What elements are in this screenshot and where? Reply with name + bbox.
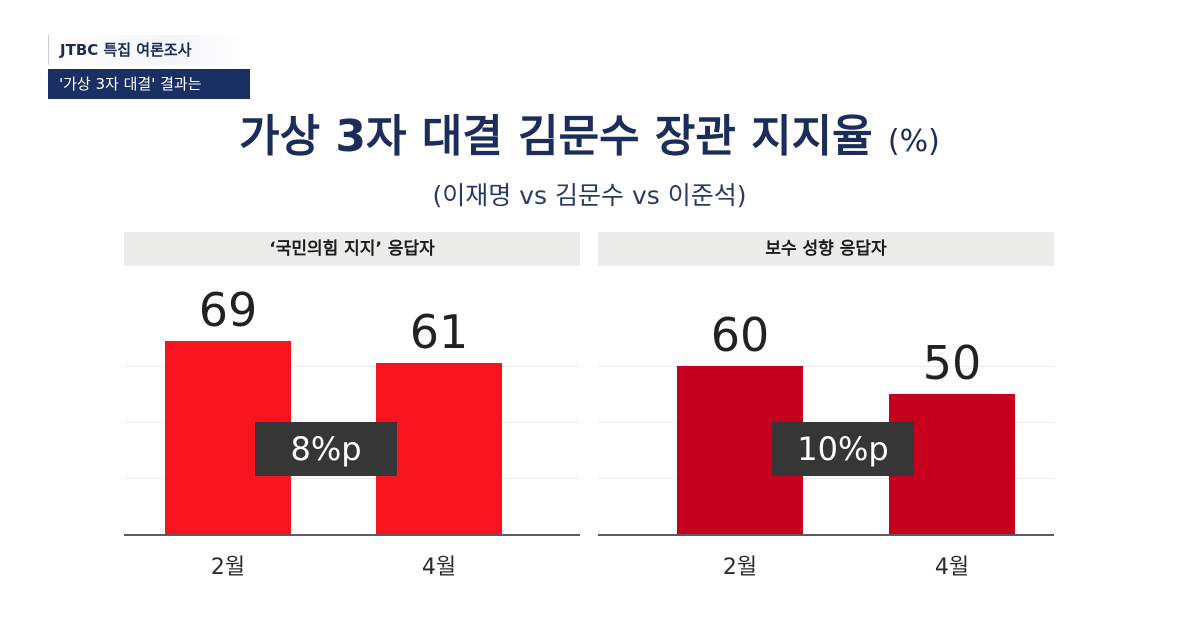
gridline xyxy=(124,366,580,367)
x-axis-line xyxy=(124,534,580,536)
panel-title: 보수 성향 응답자 xyxy=(598,232,1054,266)
difference-badge: 8%p xyxy=(255,422,397,476)
value-label-apr: 50 xyxy=(922,336,982,390)
x-tick-label-apr: 4월 xyxy=(934,555,970,580)
value-label-feb: 60 xyxy=(710,308,770,362)
program-name: JTBC 특집 여론조사 xyxy=(48,35,251,65)
bar-apr xyxy=(376,363,502,534)
difference-badge: 10%p xyxy=(772,422,914,476)
page-title: 가상 3자 대결 김문수 장관 지지율 (%) xyxy=(0,100,1179,164)
x-tick-label-feb: 2월 xyxy=(210,555,246,580)
gridline xyxy=(598,478,1054,479)
segment-caption: '가상 3자 대결' 결과는 xyxy=(48,69,250,99)
x-tick-label-apr: 4월 xyxy=(421,555,457,580)
value-label-apr: 61 xyxy=(409,305,469,360)
gridline xyxy=(124,478,580,479)
title-unit: (%) xyxy=(887,124,940,159)
x-axis-line xyxy=(598,534,1054,536)
panel-title: ‘국민의힘 지지’ 응답자 xyxy=(124,232,580,266)
x-tick-label-feb: 2월 xyxy=(722,555,758,580)
title-text: 가상 3자 대결 김문수 장관 지지율 xyxy=(239,111,873,162)
page-subtitle: (이재명 vs 김문수 vs 이준석) xyxy=(432,181,747,210)
gridline xyxy=(598,366,1054,367)
value-label-feb: 69 xyxy=(198,282,258,337)
